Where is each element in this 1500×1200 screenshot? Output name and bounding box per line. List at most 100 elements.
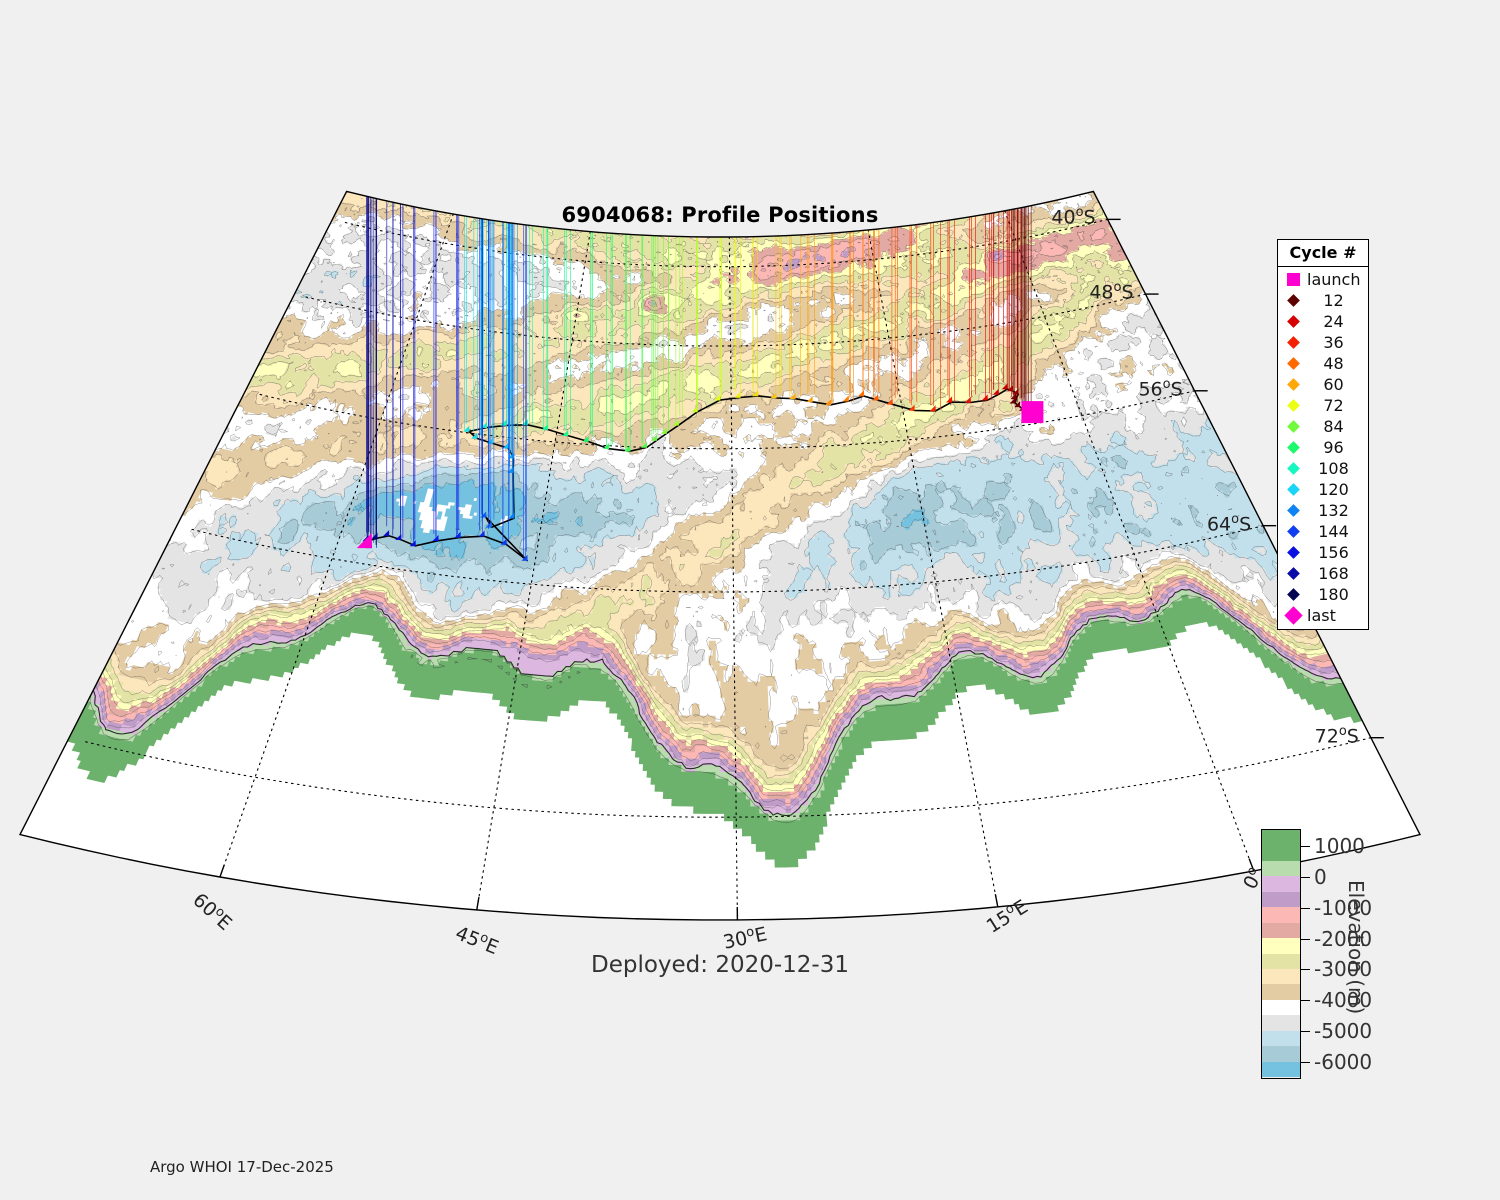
profile-marker [825,399,832,406]
profile-marker [1006,385,1013,392]
profile-marker [507,452,514,459]
legend-swatch-132 [1283,504,1303,517]
lon-tick-label-60E: 60oE [188,888,236,935]
colorbar-tick-label: 1000 [1314,833,1365,858]
profile-marker [714,394,721,401]
profile-marker [463,425,470,432]
colorbar-band [1262,953,1300,969]
legend-item-144: 144 [1278,521,1368,542]
profile-marker [371,532,378,539]
legend-label: 96 [1323,438,1344,457]
legend-label: 120 [1318,480,1349,499]
colorbar-tick-label: -4000 [1314,988,1373,1013]
legend-item-72: 72 [1278,395,1368,416]
colorbar-tick [1301,938,1310,940]
profile-marker [857,390,865,397]
colorbar-tick [1301,876,1310,878]
profile-marker [660,427,667,434]
lon-tick-label-15E: 15oE [982,895,1032,938]
profile-marker [964,396,971,403]
profile-marker [454,531,461,538]
legend-item-12: 12 [1278,290,1368,311]
legend-swatch-108 [1283,462,1303,475]
profile-marker [582,435,589,442]
legend-item-156: 156 [1278,542,1368,563]
colorbar-band [1262,891,1300,908]
legend-swatch-launch [1283,273,1303,286]
legend-label: 180 [1318,585,1349,604]
legend-item-60: 60 [1278,374,1368,395]
profile-marker [946,396,953,403]
legend-item-48: 48 [1278,353,1368,374]
profile-marker [603,442,610,450]
profile-marker [1018,404,1026,411]
legend-item-96: 96 [1278,437,1368,458]
launch-marker [1021,401,1044,424]
profile-marker [886,398,893,405]
profile-marker [981,394,988,401]
legend-swatch-120 [1283,483,1303,496]
profile-marker [641,441,648,448]
profile-marker [500,538,507,545]
colorbar-tick [1301,907,1310,909]
legend-label: 36 [1323,333,1344,352]
legend-swatch-60 [1283,378,1303,391]
colorbar-band [1262,1061,1300,1077]
legend-swatch-12 [1283,294,1303,307]
colorbar-band [1262,922,1300,939]
profile-marker [363,539,370,546]
profile-marker [1009,397,1016,404]
lat-tick-label-72S: 72oS [1314,723,1359,748]
lon-tick-label-30E: 30oE [721,923,770,954]
legend-item-last: last [1278,605,1368,626]
legend-label: 84 [1323,417,1344,436]
profile-marker [770,392,777,399]
legend-item-launch: launch [1278,269,1368,290]
colorbar-band [1262,938,1300,954]
legend-swatch-last [1283,606,1303,625]
profile-marker [1010,393,1017,400]
legend-swatch-96 [1283,441,1303,454]
profile-marker [362,535,369,542]
profile-marker [734,391,741,398]
legend-item-168: 168 [1278,563,1368,584]
elevation-colorbar [1261,829,1301,1079]
profile-marker [432,534,439,542]
legend-item-84: 84 [1278,416,1368,437]
colorbar-tick-label: -2000 [1314,926,1373,951]
page-title: 6904068: Profile Positions [561,203,879,227]
colorbar-tick-label: 0 [1314,864,1327,889]
profile-marker [562,429,569,436]
colorbar-band [1262,999,1300,1016]
profile-marker [521,554,528,561]
profile-marker [992,388,999,395]
legend-item-180: 180 [1278,584,1368,605]
legend-label: 60 [1323,375,1344,394]
colorbar-band [1262,1015,1300,1031]
legend-item-36: 36 [1278,332,1368,353]
colorbar-tick-label: -5000 [1314,1019,1373,1044]
profile-marker [395,533,402,541]
legend-label: 168 [1318,564,1349,583]
profile-marker [752,390,759,397]
last-profile-marker [356,533,372,549]
colorbar-band [1262,860,1300,877]
profile-marker [541,423,549,430]
colorbar-tick-label: -6000 [1314,1050,1373,1075]
footer-credit: Argo WHOI 17-Dec-2025 [150,1158,334,1176]
colorbar-tick-label: -1000 [1314,895,1373,920]
legend-label: 12 [1323,291,1344,310]
profile-marker [485,521,492,528]
legend-item-108: 108 [1278,458,1368,479]
profile-marker [1014,401,1021,408]
profile-marker [872,394,879,401]
colorbar-tick [1301,1031,1310,1033]
profile-marker [480,511,487,518]
colorbar-tick [1301,845,1310,847]
profile-marker [480,421,488,428]
profile-marker [806,396,813,403]
legend-label: 108 [1318,459,1349,478]
profile-marker [507,466,514,473]
colorbar-band [1262,1030,1300,1047]
profile-marker [365,542,372,549]
